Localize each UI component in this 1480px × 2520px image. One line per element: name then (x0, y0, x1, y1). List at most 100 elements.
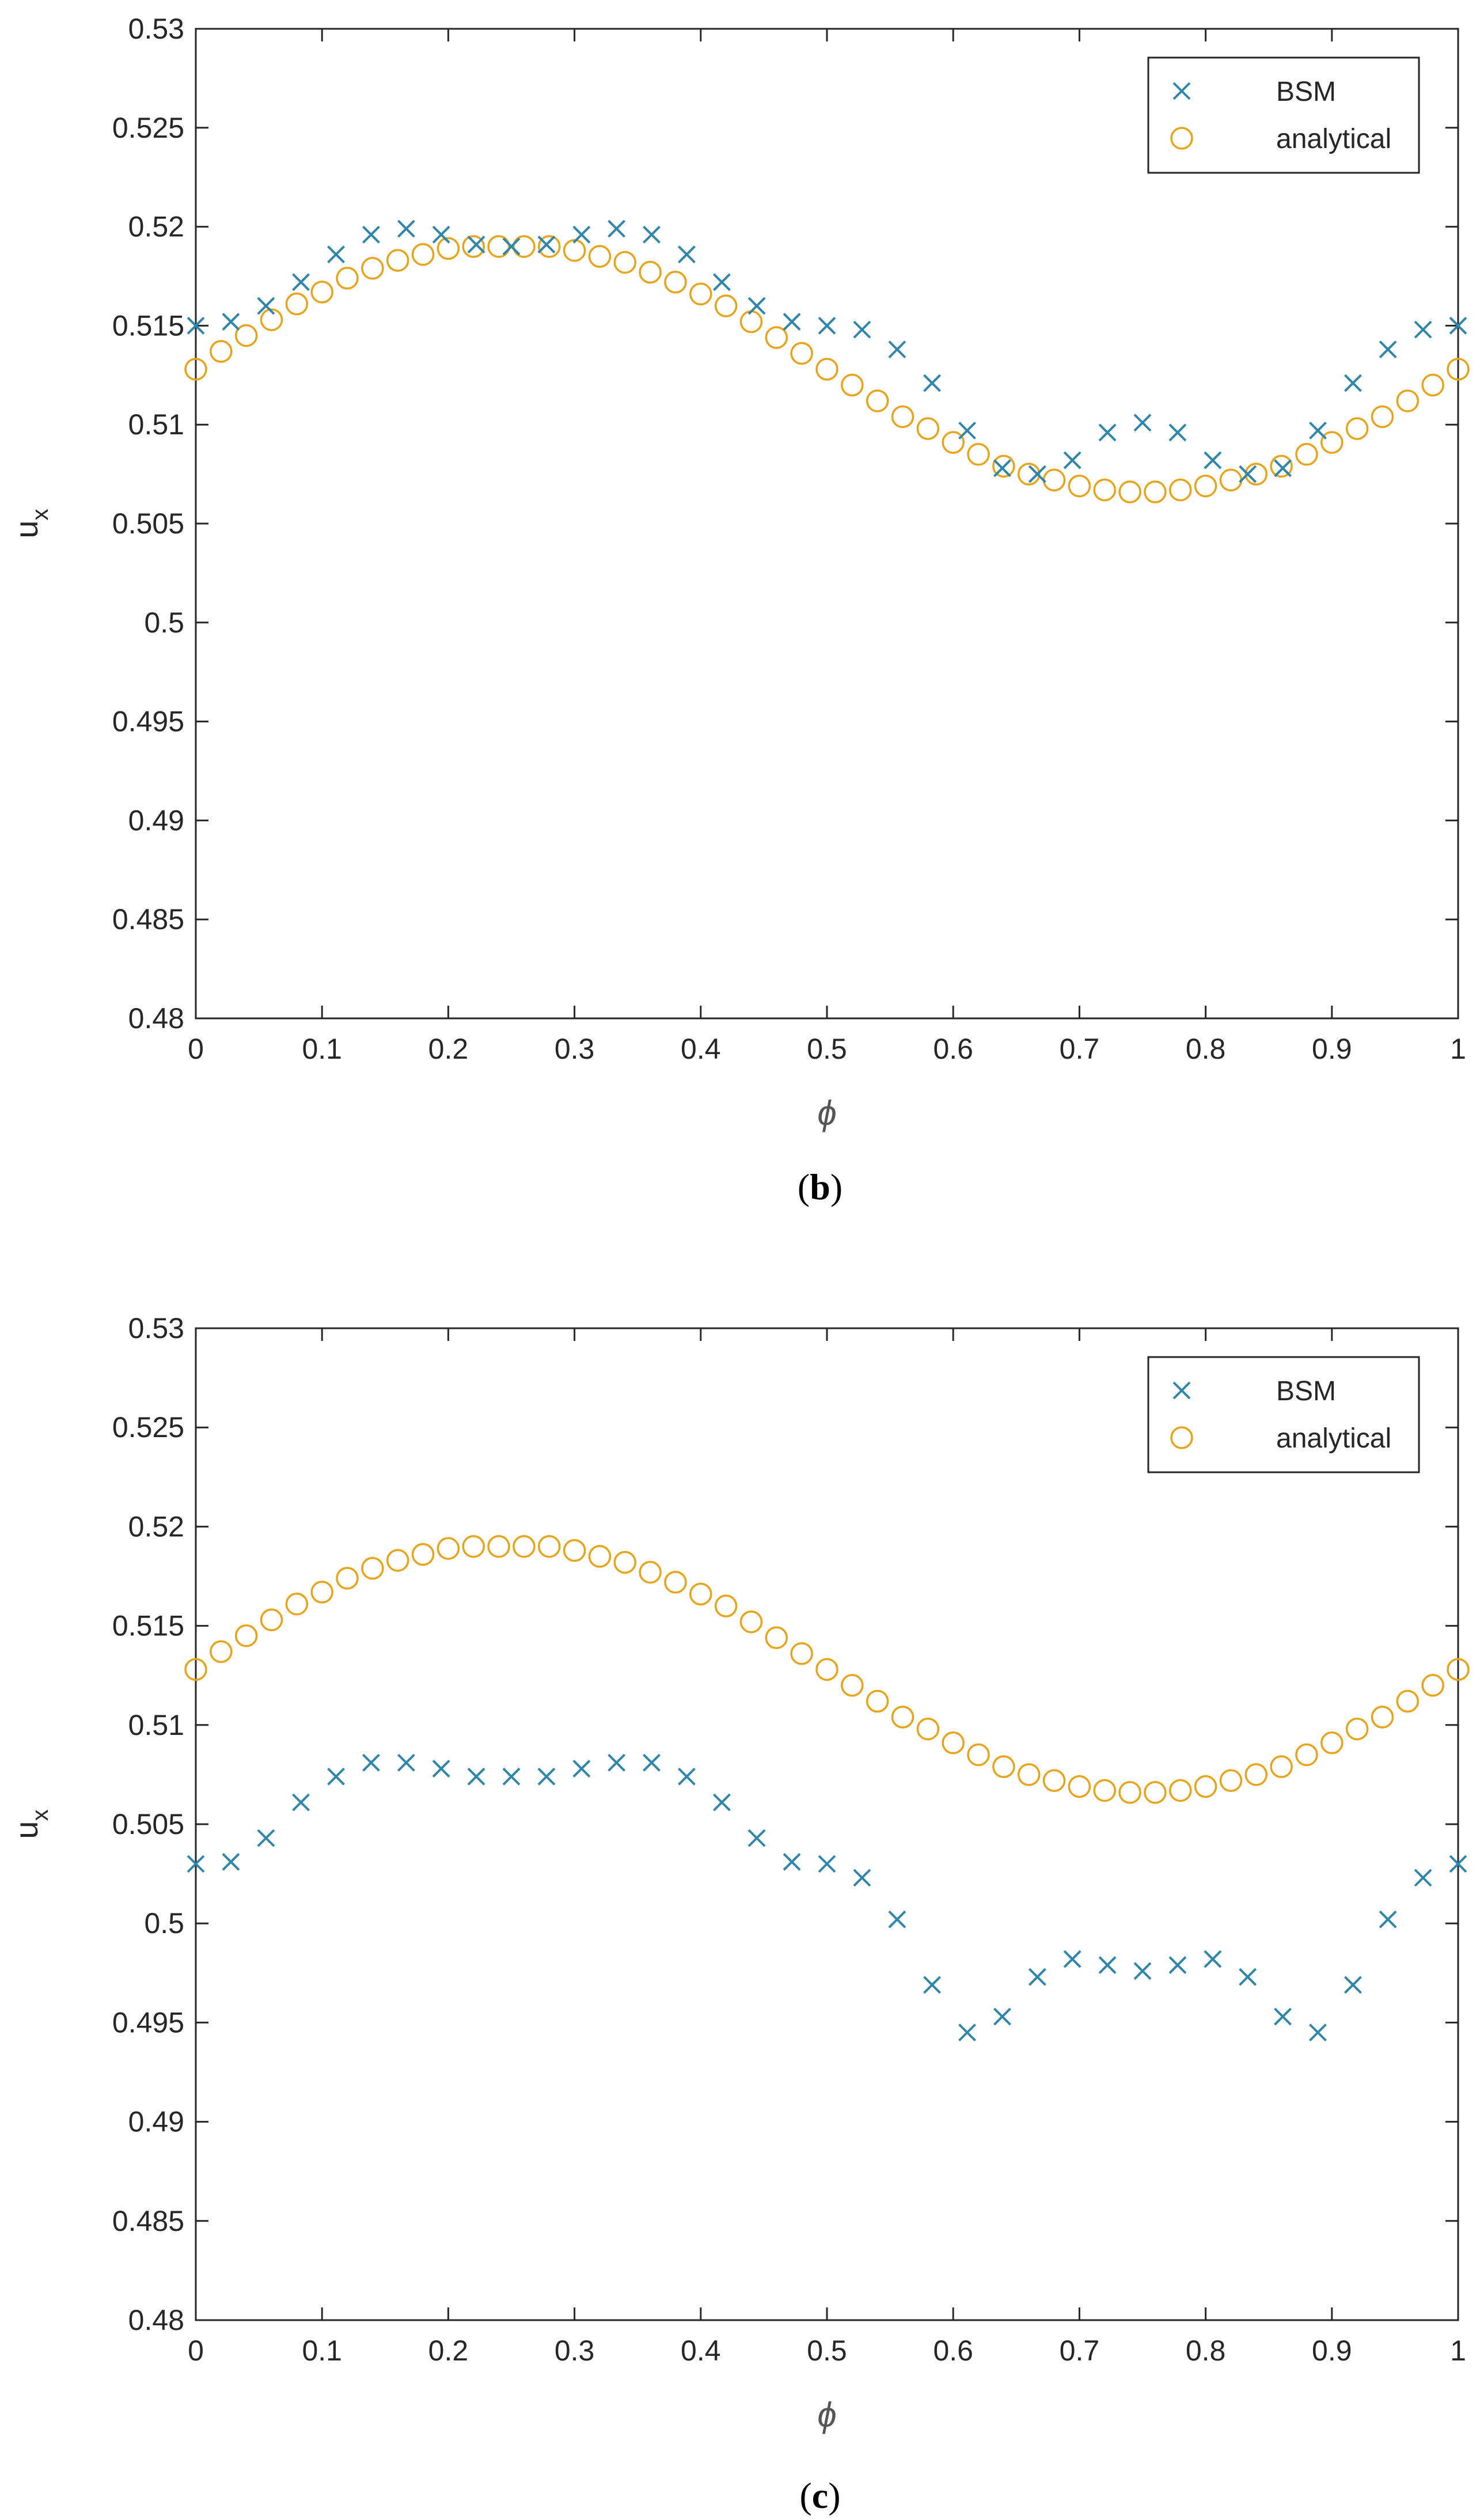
analytical-point (1320, 1731, 1344, 1754)
bsm-point-stroke-b (818, 1855, 836, 1873)
analytical-point (1144, 1781, 1167, 1804)
analytical-point (891, 1706, 914, 1729)
bsm-point-stroke-b (712, 1793, 731, 1812)
analytical-point (1371, 1706, 1394, 1729)
y-axis-label-subscript: x (28, 509, 53, 520)
legend: BSM analytical (1147, 56, 1420, 174)
bsm-point (1168, 1956, 1187, 1974)
bsm-point (502, 237, 521, 256)
bsm-point-stroke-b (993, 459, 1011, 478)
x-tick-label: 0.4 (681, 2335, 721, 2367)
bsm-point (993, 459, 1011, 478)
y-tick-label: 0.53 (128, 13, 184, 45)
bsm-point (747, 1829, 766, 1847)
x-tick-label: 0.7 (1060, 2335, 1100, 2367)
bsm-point-stroke-b (257, 297, 275, 315)
analytical-point (588, 1545, 612, 1568)
bsm-point (783, 313, 801, 331)
y-tick-label: 0.5 (144, 1907, 184, 1939)
analytical-point (386, 1549, 409, 1572)
analytical-point (992, 1755, 1015, 1778)
analytical-point (310, 281, 333, 304)
bsm-point (1133, 1962, 1152, 1980)
bsm-point (1309, 2023, 1327, 2042)
analytical-point (1093, 478, 1116, 502)
bsm-point (1028, 1968, 1046, 1986)
y-tick-label: 0.505 (112, 507, 184, 540)
analytical-point (1295, 1743, 1318, 1767)
bsm-point (1063, 1950, 1081, 1968)
bsm-point-stroke-b (397, 1753, 415, 1772)
bsm-point-stroke-b (432, 225, 450, 244)
x-tick-label: 0.8 (1186, 2335, 1226, 2367)
bsm-point-stroke-b (853, 1869, 871, 1887)
y-tick-label: 0.48 (128, 2304, 184, 2336)
y-tick-label: 0.53 (128, 1312, 184, 1344)
analytical-point (841, 1674, 864, 1697)
analytical-point (916, 1717, 940, 1741)
analytical-point (815, 358, 838, 381)
bsm-point-stroke-b (572, 1760, 591, 1778)
analytical-point (513, 1535, 536, 1558)
bsm-point (222, 313, 240, 331)
bsm-point-stroke-b (678, 245, 696, 264)
analytical-point (1017, 1763, 1041, 1786)
y-tick-label: 0.525 (112, 1411, 184, 1443)
bsm-point (222, 1853, 240, 1871)
x-tick-label: 0.3 (555, 2335, 595, 2367)
bsm-point (1414, 1869, 1432, 1887)
bsm-point (958, 2023, 976, 2042)
chart-panel-b: 0 0.1 0.2 0.3 0.4 0.5 0.6 0.7 0.8 0.9 1 0.48 0.485 0.… (8, 13, 1470, 1132)
analytical-point (210, 340, 233, 363)
analytical-point (613, 251, 637, 274)
analytical-point (437, 1537, 460, 1560)
analytical-point (184, 1658, 207, 1681)
analytical-point (411, 1543, 435, 1566)
analytical-point (714, 1594, 738, 1617)
panel-caption-b: (b) (798, 1166, 843, 1207)
analytical-point (1345, 1717, 1369, 1741)
analytical-point (386, 249, 409, 272)
analytical-point (1068, 1775, 1091, 1798)
analytical-point (891, 405, 914, 429)
analytical-point (1118, 1781, 1141, 1804)
bsm-point (187, 1855, 205, 1873)
bsm-point-stroke-b (993, 2007, 1011, 2026)
bsm-point (712, 273, 731, 291)
bsm-point (608, 1753, 626, 1772)
bsm-point-stroke-b (853, 320, 871, 339)
bsm-point-stroke-b (1344, 374, 1362, 392)
analytical-point (210, 1640, 233, 1663)
bsm-point-stroke-b (1379, 1910, 1397, 1928)
legend-bsm-stroke-b (1172, 1381, 1191, 1400)
x-tick-label: 0.9 (1312, 2335, 1352, 2367)
bsm-point (1344, 1976, 1362, 1994)
bsm-point (537, 236, 556, 253)
bsm-point-stroke-b (747, 297, 766, 315)
bsm-point-stroke-b (1063, 1950, 1081, 1968)
legend-box (1147, 1356, 1420, 1473)
analytical-point (184, 358, 207, 381)
chart-panel-c: 0 0.1 0.2 0.3 0.4 0.5 0.6 0.7 0.8 0.9 1 0.48 0.485 0.… (8, 1312, 1470, 2434)
y-axis-label-main: u (8, 520, 44, 538)
bsm-point (818, 316, 836, 335)
y-tick-label: 0.51 (128, 1709, 184, 1741)
bsm-point (1168, 423, 1187, 442)
analytical-point (1068, 474, 1091, 498)
bsm-point (397, 219, 415, 238)
analytical-point (765, 326, 788, 349)
legend-box (1147, 56, 1420, 174)
bsm-point-stroke-b (1414, 1869, 1432, 1887)
y-tick-label: 0.485 (112, 2205, 184, 2237)
bsm-point (1204, 1950, 1222, 1968)
analytical-point (866, 1689, 889, 1713)
caption-b-close: ) (830, 1166, 843, 1207)
y-tick-label: 0.5 (144, 607, 184, 639)
bsm-point-stroke-b (1379, 340, 1397, 359)
bsm-point (958, 422, 976, 439)
bsm-point-stroke-b (502, 237, 521, 256)
analytical-point (1194, 1775, 1217, 1798)
analytical-point (361, 1556, 384, 1580)
legend-label-bsm: BSM (1276, 77, 1336, 107)
bsm-point-stroke-b (1344, 1976, 1362, 1994)
